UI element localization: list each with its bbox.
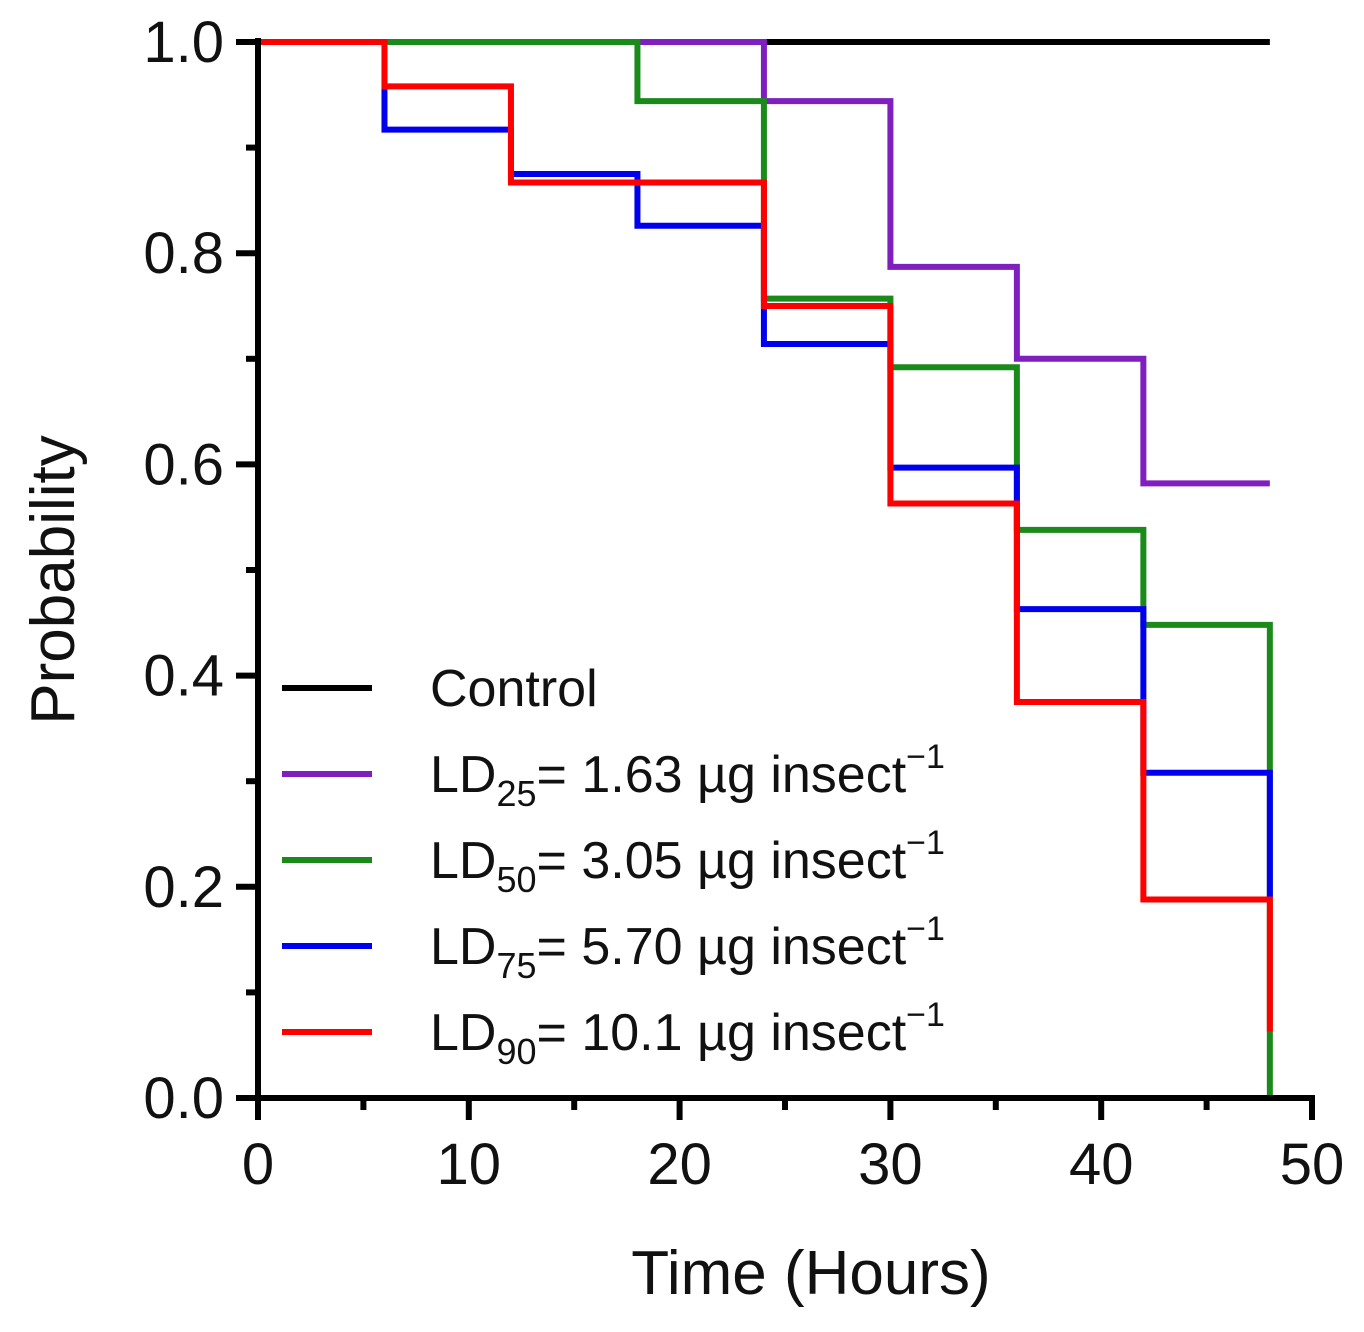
series-layer bbox=[258, 39, 1273, 1098]
series-line-3 bbox=[258, 39, 1273, 898]
axes: 0.0 0.2 0.4 0.6 0.8 1.0 0 10 20 30 40 50 bbox=[143, 10, 1344, 1197]
x-axis-title: Time (Hours) bbox=[631, 1239, 990, 1308]
x-tick-label: 10 bbox=[437, 1132, 502, 1197]
legend-item: LD90= 10.1 µg insect−1 bbox=[282, 996, 945, 1072]
y-tick-label: 0.2 bbox=[143, 855, 224, 920]
legend-item: Control bbox=[282, 660, 598, 718]
legend-label: Control bbox=[430, 660, 598, 718]
legend: Control LD25= 1.63 µg insect−1 LD50= 3.05 … bbox=[282, 660, 945, 1072]
series-line-1 bbox=[258, 39, 1270, 487]
y-tick-label: 1.0 bbox=[143, 10, 224, 75]
x-tick-label: 40 bbox=[1069, 1132, 1134, 1197]
y-tick-label: 0.8 bbox=[143, 221, 224, 286]
legend-item: LD75= 5.70 µg insect−1 bbox=[282, 910, 945, 986]
y-tick-label: 0.6 bbox=[143, 432, 224, 497]
x-ticks: 0 10 20 30 40 50 bbox=[242, 1098, 1344, 1197]
y-tick-label: 0.0 bbox=[143, 1066, 224, 1131]
series-line-4 bbox=[258, 39, 1273, 1032]
y-axis-title: Probability bbox=[19, 435, 88, 724]
legend-item: LD50= 3.05 µg insect−1 bbox=[282, 824, 945, 900]
x-tick-label: 20 bbox=[647, 1132, 712, 1197]
x-tick-label: 0 bbox=[242, 1132, 274, 1197]
legend-label: LD90= 10.1 µg insect−1 bbox=[430, 996, 945, 1072]
y-tick-label: 0.4 bbox=[143, 644, 224, 709]
legend-label: LD50= 3.05 µg insect−1 bbox=[430, 824, 945, 900]
legend-label: LD25= 1.63 µg insect−1 bbox=[430, 738, 945, 814]
y-ticks: 0.0 0.2 0.4 0.6 0.8 1.0 bbox=[143, 10, 258, 1131]
legend-label: LD75= 5.70 µg insect−1 bbox=[430, 910, 945, 986]
x-tick-label: 50 bbox=[1280, 1132, 1345, 1197]
legend-item: LD25= 1.63 µg insect−1 bbox=[282, 738, 945, 814]
x-tick-label: 30 bbox=[858, 1132, 923, 1197]
